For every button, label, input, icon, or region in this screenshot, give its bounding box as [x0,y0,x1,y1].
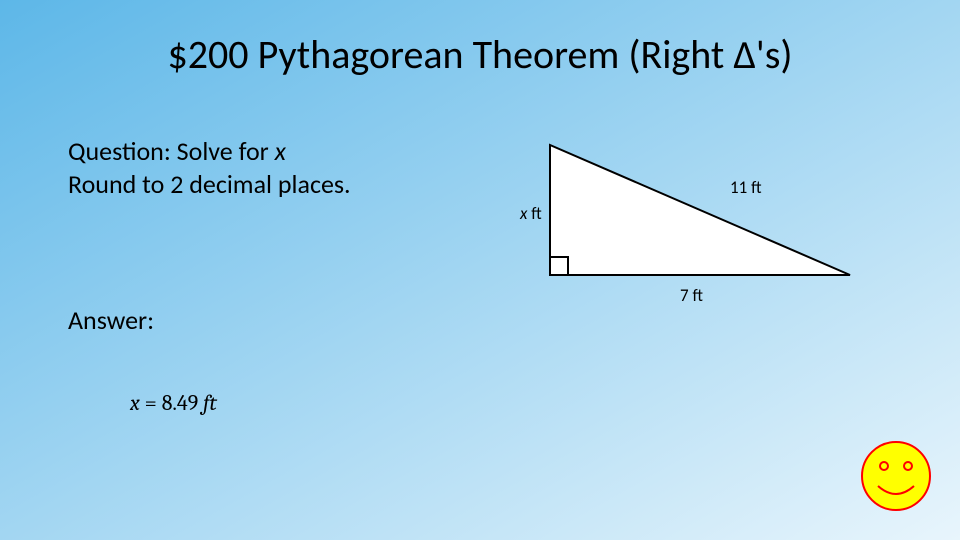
answer-num: 8.49 [162,390,203,416]
triangle-svg [530,135,890,335]
answer-label: Answer: [68,304,154,336]
slide-title: $200 Pythagorean Theorem (Right ∆'s) [0,30,960,79]
smiley-face [862,442,930,510]
answer-var: x [130,390,140,416]
question-block: Question: Solve for x Round to 2 decimal… [68,135,351,200]
triangle-diagram: x ft 11 ft 7 ft [530,135,890,335]
question-line1: Question: Solve for x [68,135,351,168]
question-variable: x [275,135,286,167]
triangle-label-vertical: x ft [520,203,542,224]
answer-unit: ft [203,390,217,416]
triangle-label-base: 7 ft [680,285,703,306]
answer-eq: = [140,390,162,416]
slide: $200 Pythagorean Theorem (Right ∆'s) Que… [0,0,960,540]
question-prefix: Question: Solve for [68,135,275,167]
triangle-label-hypotenuse: 11 ft [730,177,762,198]
smiley-icon [860,440,932,512]
question-line2: Round to 2 decimal places. [68,168,351,201]
label-x-unit: ft [527,203,541,224]
answer-value: x = 8.49 ft [130,390,217,416]
triangle-shape [550,145,850,275]
